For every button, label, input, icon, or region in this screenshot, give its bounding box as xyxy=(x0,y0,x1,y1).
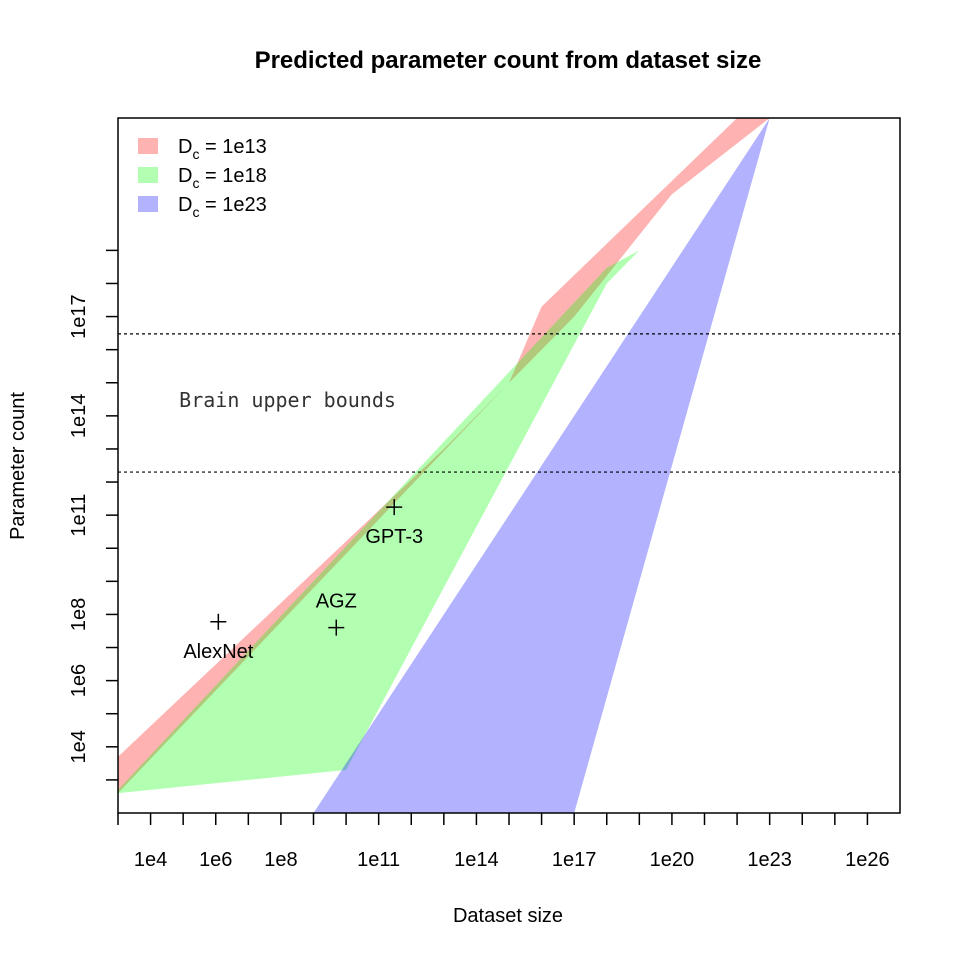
legend-item-1: Dc = 1e18 xyxy=(138,165,267,191)
x-tick-label: 1e26 xyxy=(845,849,890,871)
y-axis: 1e4 1e6 1e8 1e11 1e14 1e17 xyxy=(68,249,118,781)
y-tick-label: 1e17 xyxy=(68,294,90,339)
y-axis-title: Parameter count xyxy=(7,392,29,540)
legend-swatch xyxy=(138,138,158,154)
x-axis-title: Dataset size xyxy=(453,905,563,927)
legend-swatch xyxy=(138,196,158,212)
point-0: AlexNet xyxy=(183,613,254,663)
chart-title: Predicted parameter count from dataset s… xyxy=(255,47,762,74)
x-tick-label: 1e11 xyxy=(357,849,400,871)
legend-label: Dc = 1e23 xyxy=(178,194,267,220)
legend-item-2: Dc = 1e23 xyxy=(138,194,267,220)
annotations-layer: Brain upper bounds xyxy=(179,388,396,412)
x-tick-label: 1e23 xyxy=(747,849,792,871)
reference-lines xyxy=(118,333,900,473)
x-tick-label: 1e6 xyxy=(199,849,232,871)
legend-label: Dc = 1e18 xyxy=(178,165,267,191)
bands-layer xyxy=(118,118,900,813)
point-1: AGZ xyxy=(316,591,357,636)
legend-swatch xyxy=(138,167,158,183)
legend-item-0: Dc = 1e13 xyxy=(138,136,267,162)
y-tick-label: 1e8 xyxy=(68,598,90,631)
y-tick-label: 1e14 xyxy=(68,394,90,439)
point-label-1: AGZ xyxy=(316,591,357,613)
x-tick-label: 1e4 xyxy=(134,849,167,871)
band-2 xyxy=(118,118,900,813)
y-tick-label: 1e6 xyxy=(68,664,90,697)
point-label-2: GPT-3 xyxy=(365,526,423,548)
x-tick-label: 1e20 xyxy=(650,849,695,871)
point-label-0: AlexNet xyxy=(183,641,253,663)
y-tick-label: 1e4 xyxy=(68,730,90,763)
legend-label: Dc = 1e13 xyxy=(178,136,267,162)
points-layer: AlexNet AGZ GPT-3 xyxy=(183,499,423,663)
x-tick-label: 1e14 xyxy=(454,849,499,871)
x-axis: 1e4 1e6 1e8 1e11 1e14 1e17 1e20 1e23 1e26 xyxy=(117,813,890,871)
x-tick-label: 1e17 xyxy=(552,849,597,871)
legend: Dc = 1e13 Dc = 1e18 Dc = 1e23 xyxy=(138,136,267,220)
annotation-text-0: Brain upper bounds xyxy=(179,388,396,412)
y-tick-label: 1e11 xyxy=(68,494,90,537)
point-2: GPT-3 xyxy=(365,499,423,548)
x-tick-label: 1e8 xyxy=(264,849,297,871)
